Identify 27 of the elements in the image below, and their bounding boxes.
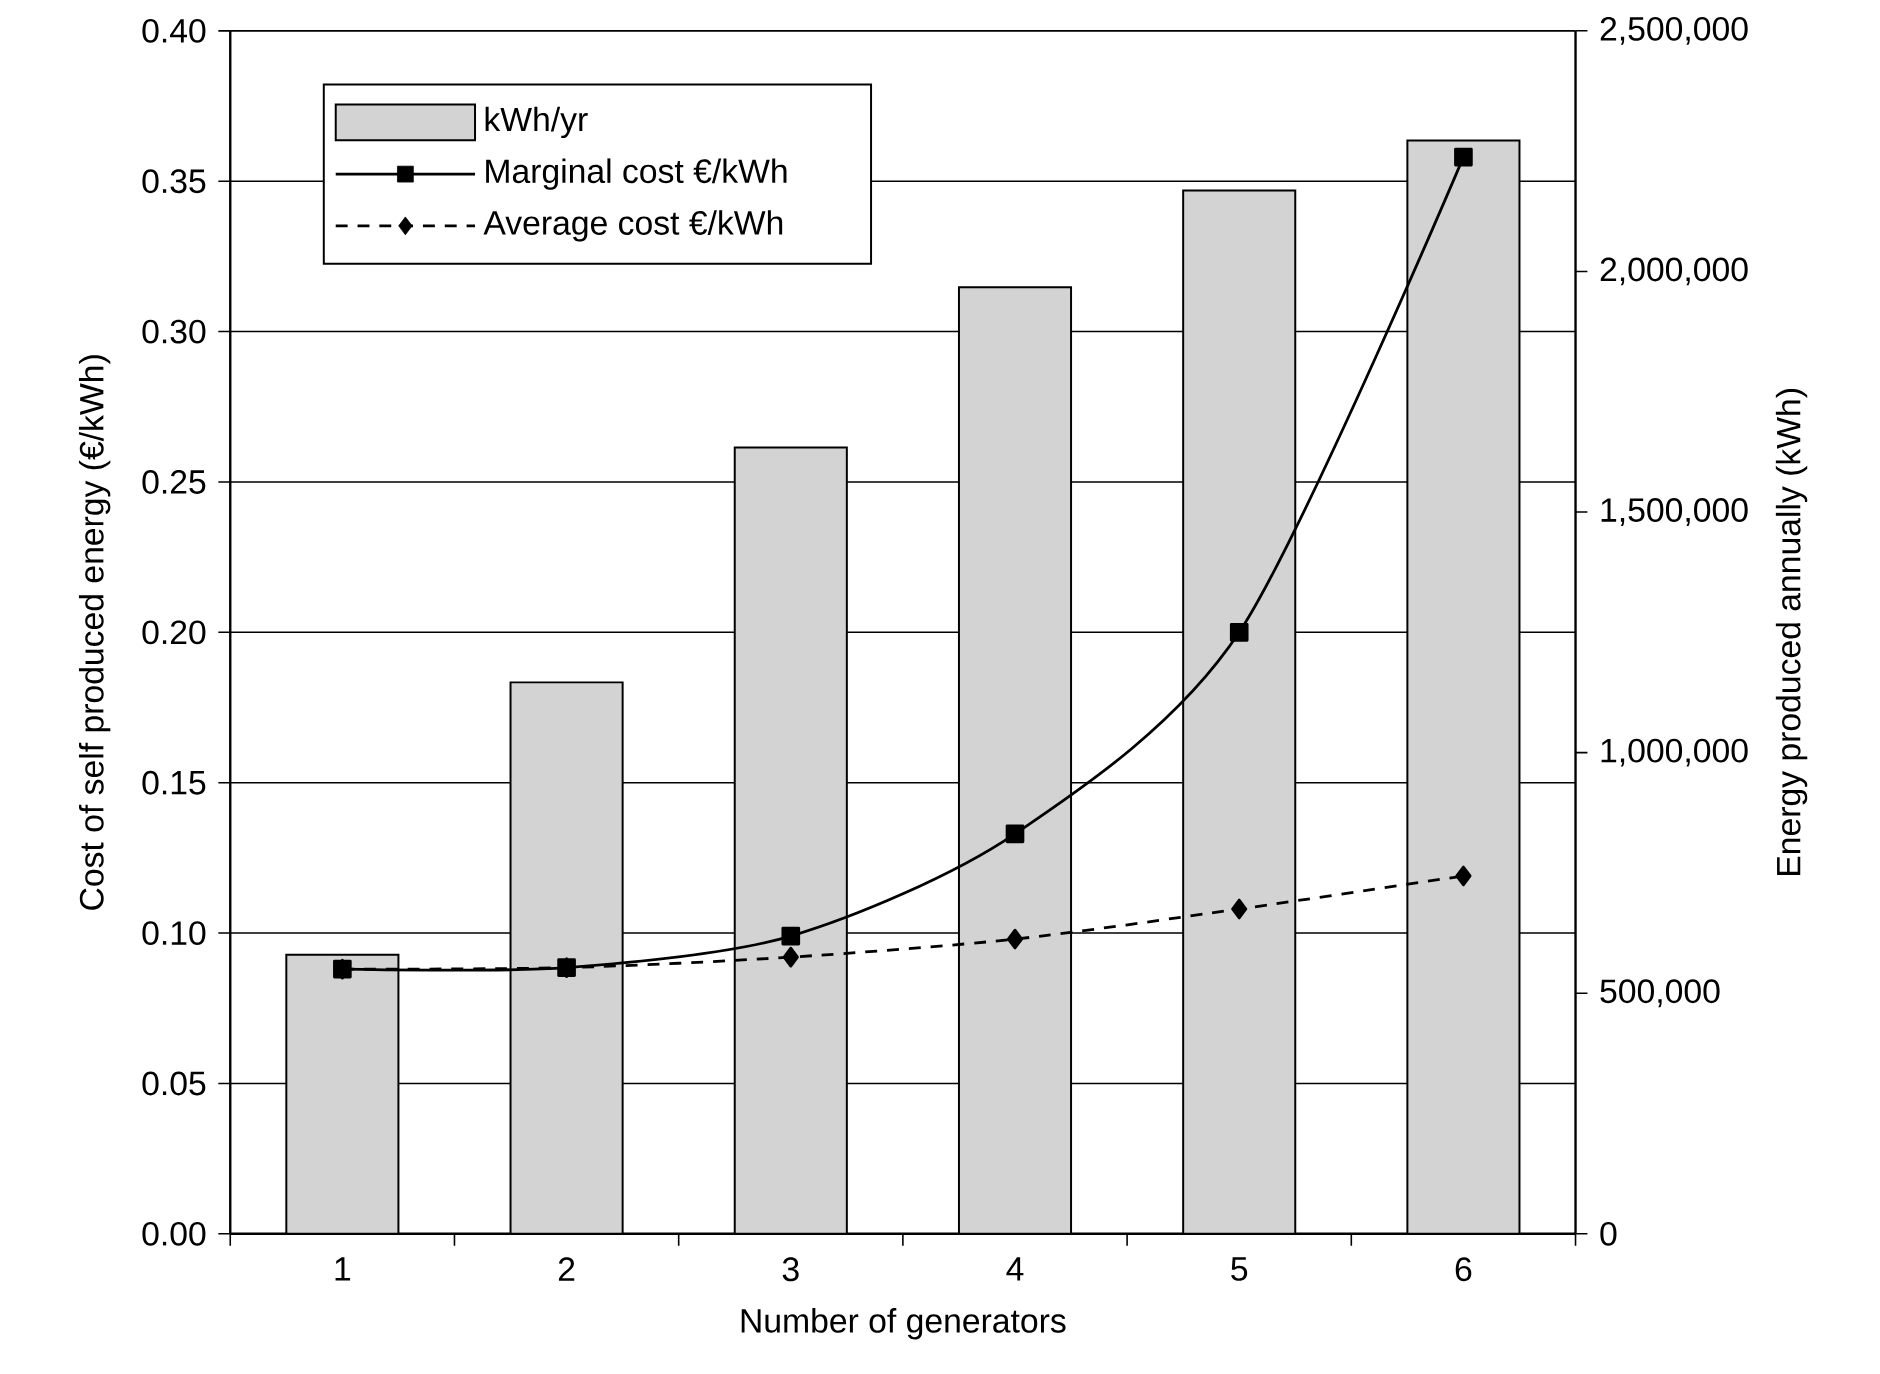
y-tick-label: 0.40 — [142, 18, 206, 43]
legend-label: kWh/yr — [485, 106, 588, 139]
x-tick-label: 6 — [1455, 1257, 1472, 1282]
y2-tick-label: 2,000,000 — [1600, 257, 1748, 286]
y2-tick-label: 1,000,000 — [1601, 738, 1748, 767]
y-tick-label: 0.35 — [142, 169, 206, 194]
x-tick-label: 5 — [1231, 1257, 1248, 1281]
y-tick-label: 0.15 — [142, 770, 206, 795]
y2-tick-label: 500,000 — [1600, 979, 1720, 1008]
y-tick-label: 0.05 — [142, 1071, 206, 1096]
y2-tick-label: 0 — [1600, 1221, 1617, 1246]
x-tick-label: 2 — [558, 1257, 575, 1281]
y-tick-label: 0.20 — [142, 620, 206, 645]
x-tick-label: 3 — [782, 1257, 799, 1282]
y-tick-label: 0.00 — [142, 1221, 206, 1246]
x-tick-label: 1 — [335, 1257, 351, 1281]
y-tick-label: 0.25 — [142, 469, 206, 494]
x-axis-title: Number of generators — [741, 1308, 1066, 1340]
legend-label: Marginal cost €/kWh — [486, 158, 787, 190]
x-tick-label: 4 — [1006, 1257, 1024, 1281]
y2-tick-label: 1,500,000 — [1601, 498, 1748, 526]
y-tick-label: 0.10 — [142, 921, 206, 945]
legend-label: Average cost €/kWh — [483, 210, 783, 242]
y-axis-title: Cost of self produced energy (€/kWh) — [78, 355, 111, 910]
y2-axis-title: Energy produced annually (kWh) — [1775, 389, 1808, 875]
y-tick-label: 0.30 — [142, 319, 206, 344]
y2-tick-label: 2,500,000 — [1600, 16, 1748, 45]
